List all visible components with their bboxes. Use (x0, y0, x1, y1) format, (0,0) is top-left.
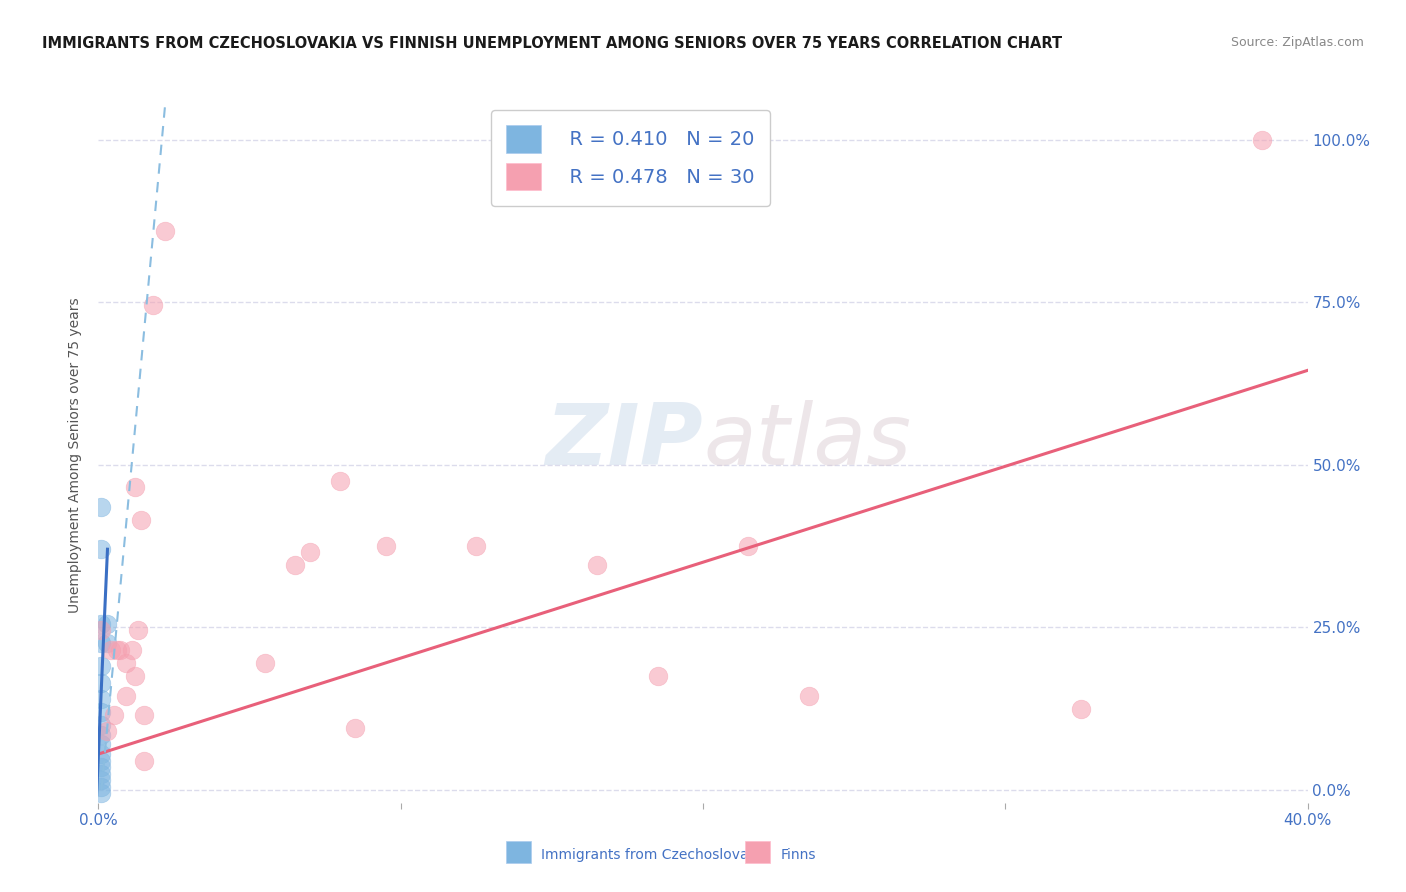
Point (329, 474, 352, 488)
Text: IMMIGRANTS FROM CZECHOSLOVAKIA VS FINNISH UNEMPLOYMENT AMONG SENIORS OVER 75 YEA: IMMIGRANTS FROM CZECHOSLOVAKIA VS FINNIS… (42, 36, 1063, 51)
Point (127, 624, 149, 638)
Y-axis label: Unemployment Among Seniors over 75 years: Unemployment Among Seniors over 75 years (69, 297, 83, 613)
Text: Finns: Finns (780, 847, 815, 862)
Point (797, 689, 820, 703)
Point (90, 780, 112, 794)
Point (105, 643, 128, 657)
Point (90, 617, 112, 632)
Text: ZIP: ZIP (546, 400, 703, 483)
Point (299, 545, 322, 559)
Point (100, 643, 122, 657)
Point (103, 708, 125, 723)
Point (90, 737, 112, 751)
Point (96, 636, 118, 650)
Point (90, 691, 112, 706)
Point (374, 539, 396, 553)
Point (737, 539, 759, 553)
Point (90, 727, 112, 741)
Point (90, 760, 112, 774)
Point (114, 656, 136, 670)
Point (124, 669, 146, 683)
Point (344, 721, 367, 735)
Text: atlas: atlas (703, 400, 911, 483)
Point (647, 669, 669, 683)
Point (96, 617, 118, 632)
Point (90, 705, 112, 719)
Legend:   R = 0.410   N = 20,   R = 0.478   N = 30: R = 0.410 N = 20, R = 0.478 N = 30 (491, 110, 770, 206)
Point (90, 747, 112, 761)
Point (586, 558, 609, 573)
Point (108, 643, 131, 657)
Point (284, 558, 307, 573)
Point (90, 542, 112, 557)
Point (90, 772, 112, 787)
Point (153, 224, 176, 238)
Point (129, 513, 152, 527)
Point (90, 659, 112, 673)
Point (132, 754, 155, 768)
Point (114, 689, 136, 703)
Point (90, 624, 112, 638)
Point (90, 754, 112, 768)
Point (465, 539, 488, 553)
Point (90, 636, 112, 650)
Point (132, 708, 155, 723)
Point (1070, 701, 1092, 715)
Point (124, 480, 146, 494)
Point (90, 675, 112, 690)
Point (90, 766, 112, 780)
Point (90, 718, 112, 732)
Text: Source: ZipAtlas.com: Source: ZipAtlas.com (1230, 36, 1364, 49)
Point (121, 643, 143, 657)
Point (90, 786, 112, 800)
Point (142, 298, 165, 312)
Text: Immigrants from Czechoslovakia: Immigrants from Czechoslovakia (541, 847, 769, 862)
Point (90, 500, 112, 514)
Point (1251, 132, 1274, 146)
Point (96, 724, 118, 739)
Point (253, 656, 276, 670)
